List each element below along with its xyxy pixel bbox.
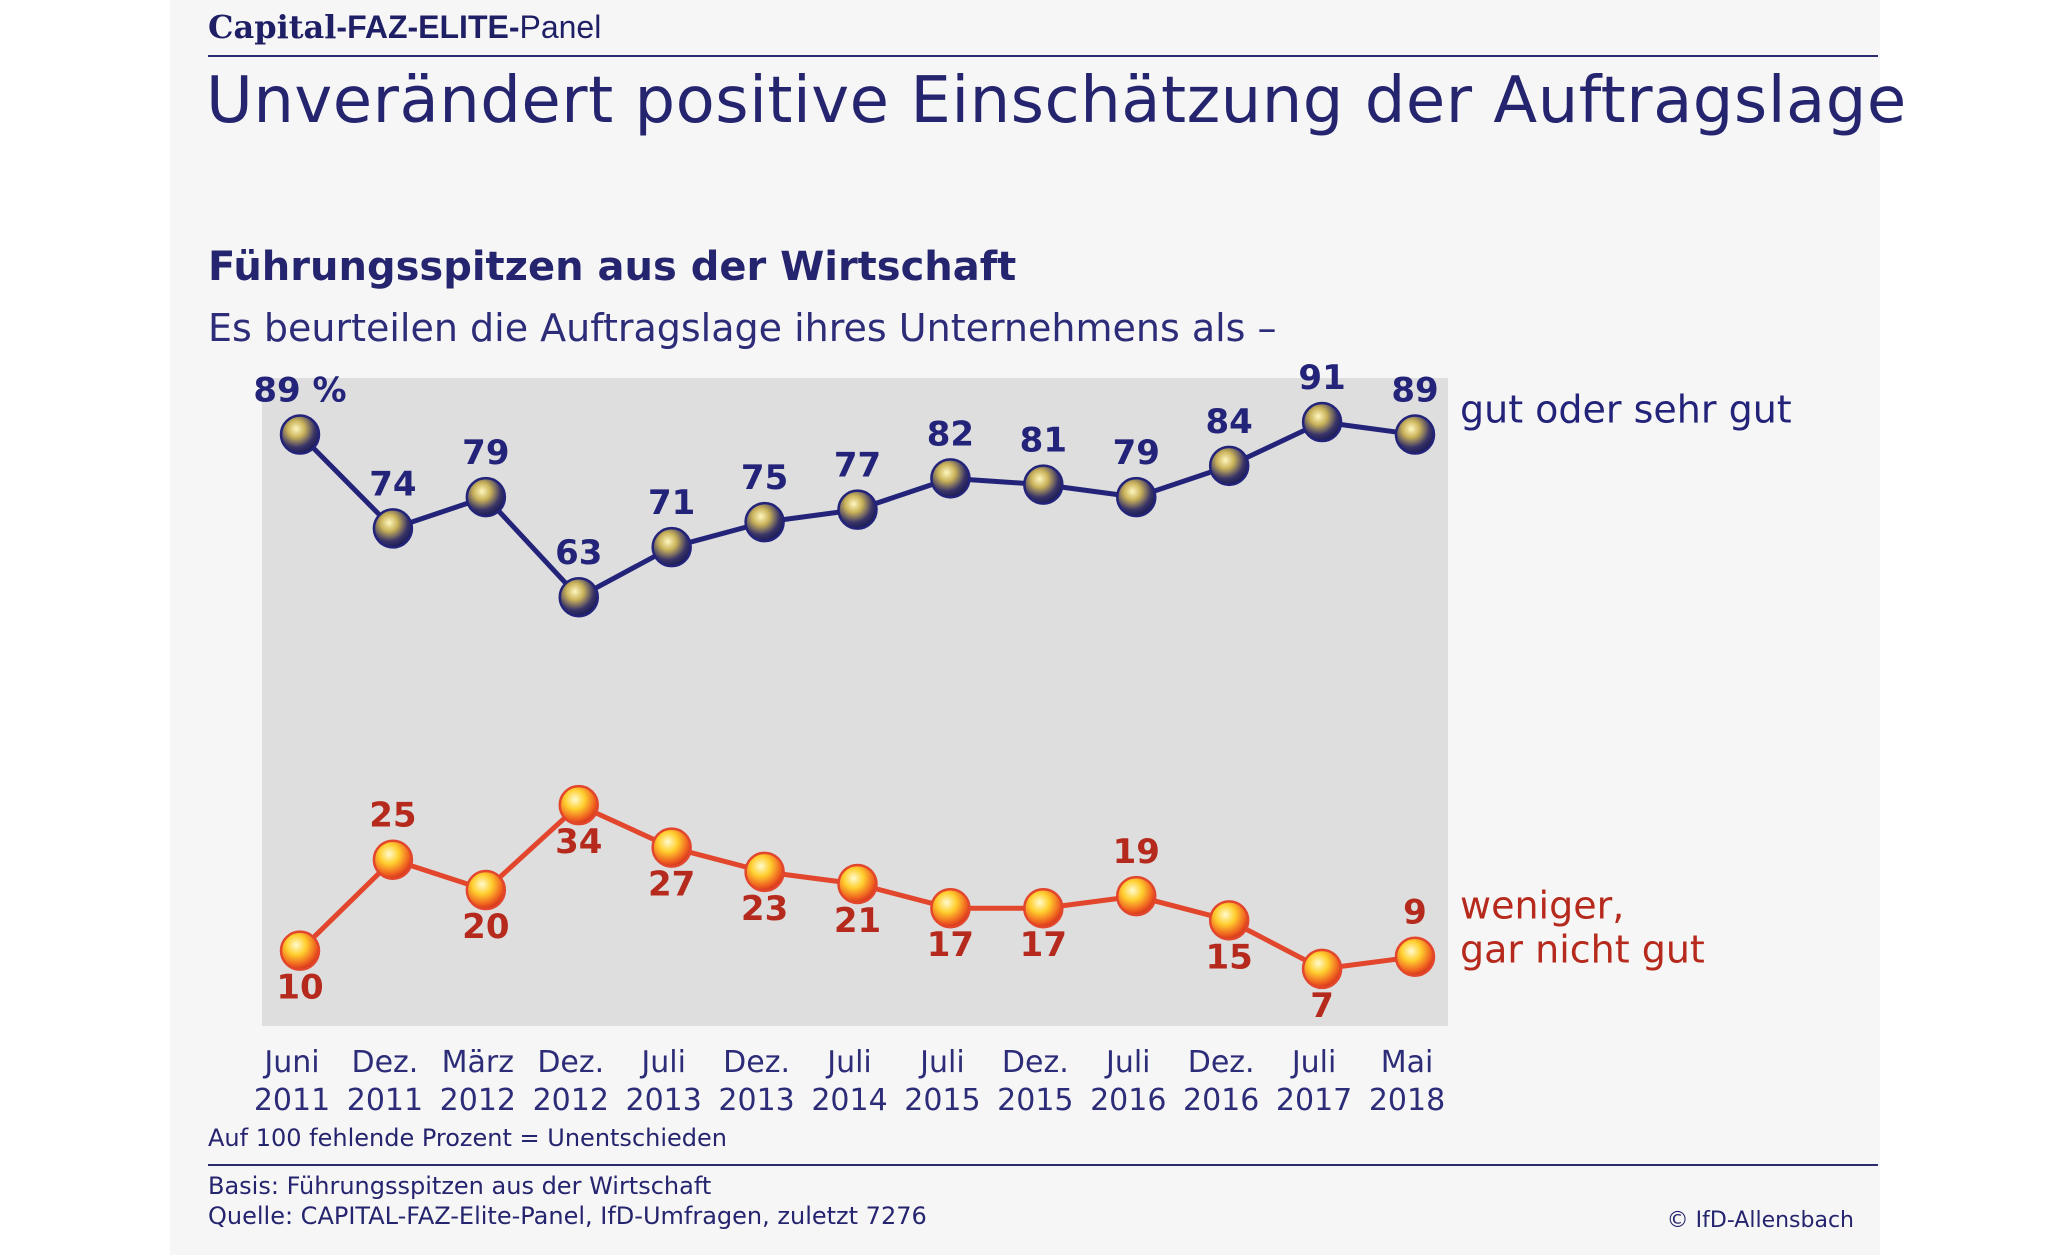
data-label: 34 (555, 822, 602, 862)
data-label: 81 (1020, 421, 1067, 461)
data-point (465, 476, 507, 518)
data-point (930, 458, 971, 499)
x-tick-label: 2017 (1276, 1083, 1352, 1118)
x-tick-label: Dez. (1002, 1045, 1069, 1080)
chart-card: Capital-FAZ-ELITE-Panel Unverändert posi… (170, 0, 1906, 1255)
data-label: 89 (1391, 371, 1438, 411)
data-label: 79 (1113, 433, 1160, 473)
data-label: 27 (648, 865, 695, 905)
x-tick-label: Dez. (1188, 1045, 1255, 1080)
data-point (465, 869, 507, 911)
data-label: 79 (462, 433, 509, 473)
data-point (558, 784, 599, 826)
data-label: 84 (1206, 402, 1253, 442)
data-point (1208, 900, 1250, 941)
data-point (1023, 887, 1064, 929)
data-point (1023, 464, 1064, 505)
data-label: 20 (462, 907, 509, 947)
x-tick-label: Juli (918, 1045, 965, 1080)
data-point (744, 501, 785, 543)
x-tick-label: 2015 (904, 1083, 980, 1118)
x-tick-label: Dez. (351, 1045, 418, 1080)
x-tick-label: Dez. (537, 1045, 604, 1080)
x-tick-label: 2011 (347, 1083, 423, 1118)
data-point (372, 508, 414, 549)
data-label: 23 (741, 889, 788, 929)
x-tick-label: Juli (639, 1045, 686, 1080)
x-tick-label: 2012 (533, 1083, 609, 1118)
basis-text: Basis: Führungsspitzen aus der Wirtschaf… (208, 1172, 712, 1200)
data-point (372, 839, 414, 880)
chart-subtitle: Es beurteilen die Auftragslage ihres Unt… (208, 306, 1277, 350)
header-rule (208, 55, 1878, 57)
page-title: Unverändert positive Einschätzung der Au… (206, 64, 1907, 138)
data-label: 91 (1298, 358, 1345, 398)
data-label: 71 (648, 483, 695, 523)
x-tick-label: Juli (825, 1045, 872, 1080)
x-tick-label: 2015 (997, 1083, 1073, 1118)
x-tick-label: 2018 (1369, 1083, 1445, 1118)
x-tick-label: 2013 (625, 1083, 701, 1118)
data-point (1116, 875, 1157, 917)
data-point (651, 526, 692, 568)
plot-area (262, 378, 1448, 1026)
data-point (837, 863, 878, 905)
brand-faz-elite: -FAZ-ELITE- (336, 9, 520, 45)
x-tick-label: 2016 (1183, 1083, 1259, 1118)
data-label: 21 (834, 901, 881, 941)
x-tick-label: März (442, 1045, 514, 1080)
copyright: © IfD-Allensbach (1666, 1208, 1854, 1233)
data-point (1116, 476, 1157, 518)
data-label: 25 (369, 796, 416, 836)
series-label: gut oder sehr gut (1460, 388, 1792, 432)
x-tick-label: Juni (262, 1045, 319, 1080)
x-tick-label: 2012 (440, 1083, 516, 1118)
data-label: 17 (1020, 925, 1067, 965)
x-tick-label: Juli (1290, 1045, 1337, 1080)
x-tick-label: 2013 (718, 1083, 794, 1118)
footer-rule (208, 1164, 1878, 1166)
data-label: 63 (555, 533, 602, 573)
data-point (279, 930, 321, 971)
data-point (1394, 414, 1436, 455)
data-label: 17 (927, 925, 974, 965)
data-point (837, 489, 878, 530)
series-label: weniger, (1460, 884, 1624, 928)
data-label: 75 (741, 458, 788, 498)
data-point (1394, 936, 1436, 977)
data-label: 82 (927, 414, 974, 454)
data-point (558, 576, 599, 618)
chart-title: Führungsspitzen aus der Wirtschaft (208, 244, 1017, 290)
footnote: Auf 100 fehlende Prozent = Unentschieden (208, 1124, 727, 1152)
data-label: 10 (276, 968, 323, 1008)
x-tick-label: 2016 (1090, 1083, 1166, 1118)
data-point (651, 827, 692, 868)
data-label: 7 (1310, 986, 1334, 1026)
data-point (1301, 401, 1343, 443)
data-label: 74 (369, 464, 416, 504)
data-point (930, 887, 971, 929)
data-point (1208, 445, 1250, 487)
brand-panel: Panel (519, 9, 602, 45)
data-point (1301, 948, 1343, 990)
data-point (744, 851, 785, 893)
brand-capital: Capital (208, 8, 337, 46)
data-label: 9 (1403, 893, 1427, 933)
x-tick-label: 2011 (254, 1083, 330, 1118)
data-label: 19 (1113, 832, 1160, 872)
x-tick-label: Juli (1104, 1045, 1151, 1080)
x-tick-label: 2014 (811, 1083, 887, 1118)
data-label: 15 (1206, 937, 1253, 977)
data-label: 89 % (253, 371, 346, 411)
source-text: Quelle: CAPITAL-FAZ-Elite-Panel, IfD-Umf… (208, 1202, 927, 1230)
x-tick-label: Mai (1381, 1045, 1434, 1080)
data-label: 77 (834, 446, 881, 486)
brand-logo: Capital-FAZ-ELITE-Panel (208, 8, 601, 46)
data-point (279, 414, 321, 455)
x-tick-label: Dez. (723, 1045, 790, 1080)
series-label: gar nicht gut (1460, 928, 1705, 972)
